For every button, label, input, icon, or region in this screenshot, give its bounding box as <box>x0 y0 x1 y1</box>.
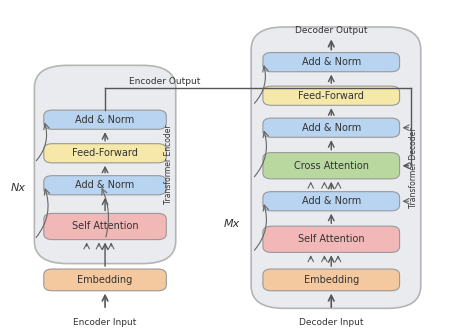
FancyBboxPatch shape <box>263 226 400 252</box>
Text: Feed-Forward: Feed-Forward <box>72 148 138 158</box>
Text: Mx: Mx <box>224 219 240 229</box>
FancyBboxPatch shape <box>44 110 166 129</box>
Text: Self Attention: Self Attention <box>72 221 138 232</box>
FancyBboxPatch shape <box>263 269 400 291</box>
FancyBboxPatch shape <box>44 176 166 195</box>
FancyBboxPatch shape <box>44 144 166 163</box>
Text: Decoder Output: Decoder Output <box>295 26 367 35</box>
Text: Embedding: Embedding <box>77 275 133 285</box>
Text: Feed-Forward: Feed-Forward <box>298 91 364 101</box>
Text: Embedding: Embedding <box>304 275 359 285</box>
Text: Add & Norm: Add & Norm <box>75 115 135 125</box>
FancyBboxPatch shape <box>263 153 400 179</box>
FancyBboxPatch shape <box>251 27 421 308</box>
Text: Add & Norm: Add & Norm <box>301 57 361 67</box>
FancyBboxPatch shape <box>44 214 166 240</box>
FancyBboxPatch shape <box>263 86 400 105</box>
FancyBboxPatch shape <box>263 53 400 72</box>
Text: Decoder Input: Decoder Input <box>299 318 364 327</box>
Text: Transformer Decoder: Transformer Decoder <box>409 127 418 208</box>
Text: Nx: Nx <box>10 183 26 193</box>
FancyBboxPatch shape <box>35 65 176 264</box>
Text: Encoder Input: Encoder Input <box>73 318 137 327</box>
Text: Cross Attention: Cross Attention <box>294 161 369 171</box>
Text: Encoder Output: Encoder Output <box>128 77 200 86</box>
Text: Self Attention: Self Attention <box>298 234 365 244</box>
FancyBboxPatch shape <box>263 118 400 137</box>
Text: Add & Norm: Add & Norm <box>301 196 361 206</box>
Text: Add & Norm: Add & Norm <box>301 123 361 133</box>
FancyBboxPatch shape <box>44 269 166 291</box>
FancyBboxPatch shape <box>263 192 400 211</box>
Text: Transformer Encoder: Transformer Encoder <box>164 125 173 204</box>
Text: Add & Norm: Add & Norm <box>75 180 135 190</box>
